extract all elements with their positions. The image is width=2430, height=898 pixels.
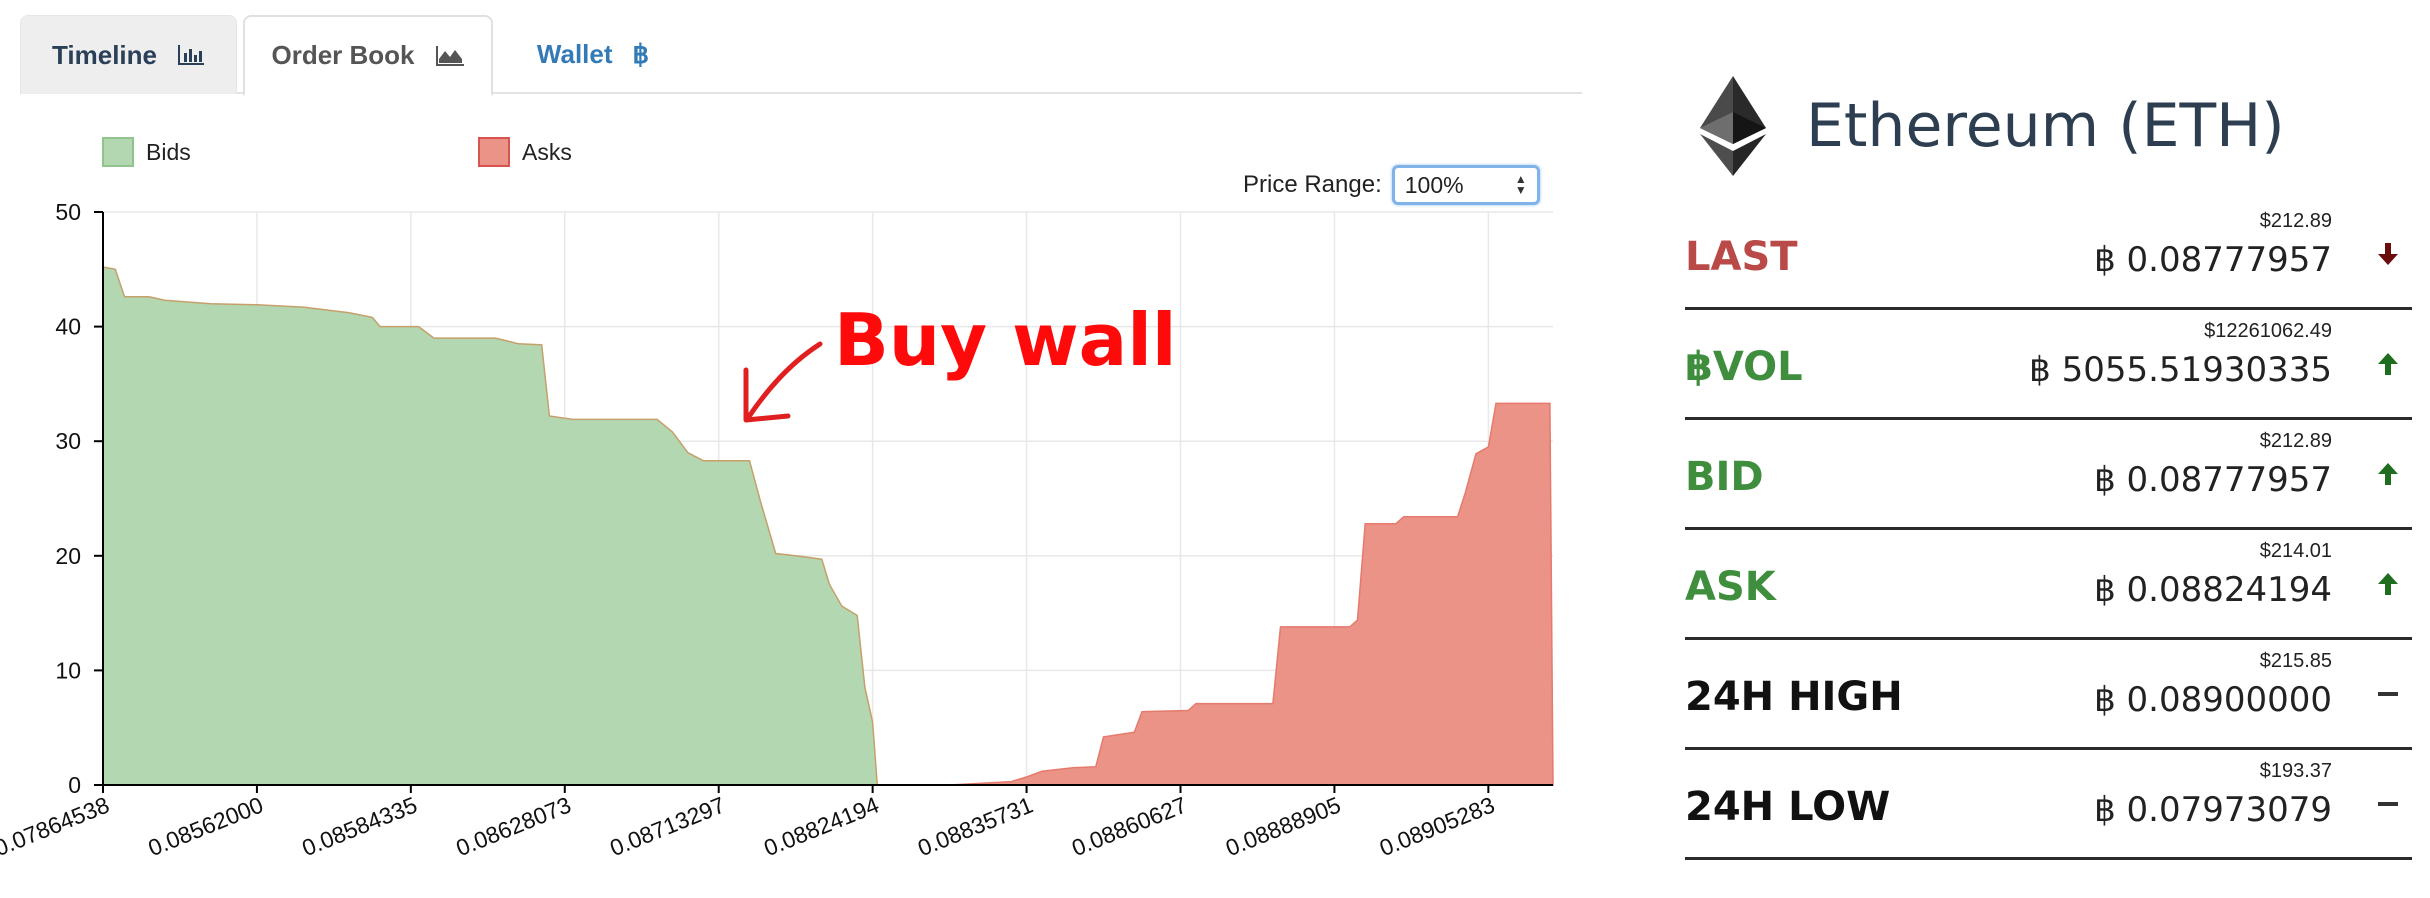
asks-area (949, 402, 1554, 786)
area-chart-icon (435, 45, 464, 66)
tab-order-book[interactable]: Order Book (243, 15, 493, 96)
tab-wallet[interactable]: Wallet ฿ (498, 15, 688, 94)
tab-wallet-label: Wallet (536, 39, 613, 69)
stat-label: 24H HIGH (1685, 674, 1903, 720)
x-tick-label: 0.08628073 (452, 792, 574, 862)
trend-down-icon (2372, 238, 2404, 270)
stat-btc-value: ฿ 0.08824194 (2094, 570, 2332, 610)
legend-asks-label: Asks (522, 138, 572, 165)
price-range-label: Price Range: (1243, 171, 1382, 198)
x-tick-label: 0.08888905 (1222, 792, 1344, 862)
y-tick-label: 20 (55, 543, 81, 569)
tab-bar: Timeline Order Book Wallet ฿ (20, 15, 1582, 96)
stat-label: LAST (1685, 234, 1798, 280)
stat-btc-value: ฿ 5055.51930335 (2029, 350, 2332, 390)
legend-asks[interactable]: Asks (478, 137, 572, 167)
legend-bids-swatch (102, 137, 134, 167)
stat-usd-value: $214.01 (2259, 540, 2332, 562)
bar-chart-icon (178, 45, 204, 65)
stat-label: ฿VOL (1685, 344, 1803, 390)
x-tick-label: 0.07864538 (0, 792, 113, 862)
stat-row: LAST $212.89 ฿ 0.08777957 (1685, 200, 2412, 310)
stat-usd-value: $215.85 (2259, 650, 2332, 672)
select-arrows-icon: ▲ ▼ (1514, 172, 1527, 197)
x-tick-label: 0.08835731 (914, 792, 1036, 862)
trend-up-icon (2372, 568, 2404, 600)
stat-label: 24H LOW (1685, 784, 1891, 830)
tab-timeline-label: Timeline (51, 39, 157, 70)
coin-title: Ethereum (ETH) (1806, 91, 2285, 161)
x-tick-label: 0.08860627 (1068, 792, 1190, 862)
y-tick-label: 40 (55, 314, 81, 340)
stat-row: ฿VOL $12261062.49 ฿ 5055.51930335 (1685, 310, 2412, 420)
trend-up-icon (2372, 458, 2404, 490)
buy-wall-annotation: Buy wall (834, 298, 1177, 382)
chart-axes (94, 211, 1553, 793)
trend-flat-icon (2372, 678, 2404, 710)
x-tick-label: 0.08824194 (760, 791, 883, 861)
bids-area (102, 266, 879, 786)
tab-timeline[interactable]: Timeline (20, 15, 237, 94)
stat-btc-value: ฿ 0.08777957 (2094, 460, 2332, 500)
order-book-chart: 0 10 20 30 40 50 0.07864538 0.08562000 0.085843… (0, 199, 1554, 861)
buy-wall-arrow-icon (743, 341, 823, 423)
y-tick-label: 30 (55, 428, 81, 454)
stat-row: 24H HIGH $215.85 ฿ 0.08900000 (1685, 640, 2412, 750)
y-tick-labels: 0 10 20 30 40 50 (55, 199, 81, 798)
stat-label: BID (1685, 454, 1764, 500)
x-tick-labels: 0.07864538 0.08562000 0.08584335 0.08628073… (0, 791, 1498, 861)
stat-usd-value: $212.89 (2259, 430, 2332, 452)
stat-row: 24H LOW $193.37 ฿ 0.07973079 (1685, 750, 2412, 860)
y-tick-label: 10 (55, 657, 81, 683)
y-tick-label: 50 (55, 199, 81, 225)
trend-flat-icon (2372, 788, 2404, 820)
x-tick-label: 0.08905283 (1376, 792, 1498, 862)
stat-usd-value: $193.37 (2259, 760, 2332, 782)
stats-table: LAST $212.89 ฿ 0.08777957 ฿VOL $12261062.49 ฿… (1685, 200, 2412, 860)
price-range-control: Price Range: 100% ▲ ▼ (1243, 165, 1540, 205)
stat-btc-value: ฿ 0.08900000 (2094, 680, 2332, 720)
tab-order-book-label: Order Book (271, 40, 415, 70)
legend-bids-label: Bids (146, 138, 191, 165)
x-tick-label: 0.08713297 (606, 792, 728, 862)
coin-header: Ethereum (ETH) (1700, 76, 2285, 176)
stat-usd-value: $212.89 (2259, 210, 2332, 232)
y-tick-label: 0 (68, 772, 81, 798)
stat-row: ASK $214.01 ฿ 0.08824194 (1685, 530, 2412, 640)
price-range-value: 100% (1404, 171, 1464, 198)
trend-up-icon (2372, 348, 2404, 380)
x-tick-label: 0.08562000 (144, 792, 266, 862)
stat-label: ASK (1685, 564, 1776, 610)
ethereum-logo-icon (1700, 76, 1766, 176)
legend-asks-swatch (478, 137, 510, 167)
stat-btc-value: ฿ 0.07973079 (2094, 790, 2332, 830)
chart-areas (102, 266, 1554, 786)
stat-btc-value: ฿ 0.08777957 (2094, 240, 2332, 280)
stat-usd-value: $12261062.49 (2204, 320, 2332, 342)
stat-row: BID $212.89 ฿ 0.08777957 (1685, 420, 2412, 530)
legend-bids[interactable]: Bids (102, 137, 191, 167)
x-tick-label: 0.08584335 (298, 792, 420, 862)
bitcoin-icon: ฿ (632, 39, 650, 69)
price-range-select[interactable]: 100% ▲ ▼ (1391, 165, 1540, 205)
